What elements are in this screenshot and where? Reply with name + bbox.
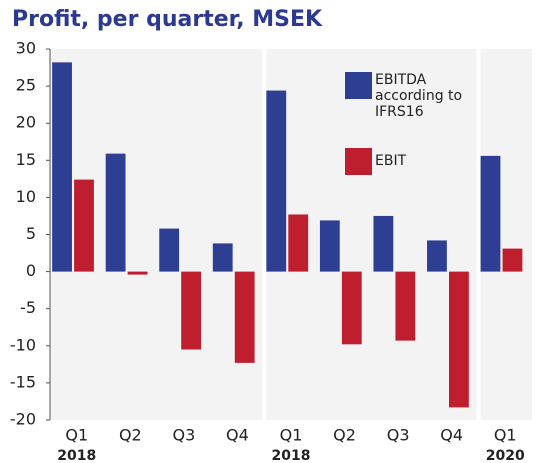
y-tick-label: -20 (10, 410, 36, 429)
year-label: 2018 (57, 448, 96, 463)
x-tick-label: Q3 (387, 426, 410, 445)
bar (105, 153, 126, 272)
bar (288, 214, 309, 272)
group-separator (262, 49, 267, 420)
y-tick-label: 25 (16, 76, 36, 95)
bar (502, 248, 523, 272)
y-tick-label: -15 (10, 372, 36, 391)
bar (234, 271, 255, 363)
bar (395, 271, 416, 341)
y-tick-label: 0 (26, 261, 36, 280)
bar (74, 179, 94, 272)
bar (181, 271, 202, 350)
y-tick-label: 10 (16, 187, 36, 206)
x-tick-label: Q1 (280, 426, 303, 445)
bar (480, 155, 501, 272)
x-tick-label: Q2 (333, 426, 356, 445)
bar (212, 243, 233, 272)
x-tick-label: Q1 (65, 426, 88, 445)
chart-title: Profit, per quarter, MSEK (12, 7, 323, 32)
bar (159, 228, 180, 272)
bar (266, 90, 287, 272)
bar (341, 271, 362, 345)
x-tick-label: Q2 (119, 426, 142, 445)
year-label: 2018 (272, 448, 311, 463)
x-tick-label: Q1 (494, 426, 517, 445)
bar (127, 271, 148, 275)
y-tick-label: 30 (16, 39, 36, 58)
x-tick-label: Q4 (226, 426, 249, 445)
bar (427, 240, 447, 272)
y-tick-label: -10 (10, 335, 36, 354)
legend-swatch (345, 72, 372, 99)
x-tick-label: Q4 (440, 426, 463, 445)
y-tick-label: -5 (20, 298, 36, 317)
legend-swatch (345, 148, 372, 175)
legend-label: EBIT (375, 153, 407, 169)
group-separator (476, 49, 481, 420)
y-tick-label: 15 (16, 150, 36, 169)
x-tick-label: Q3 (172, 426, 195, 445)
bar (52, 62, 72, 272)
bar (373, 215, 394, 272)
bar (319, 220, 340, 272)
y-tick-label: 5 (26, 224, 36, 243)
y-tick-label: 20 (16, 113, 36, 132)
year-label: 2020 (486, 448, 525, 463)
legend-label: EBITDA according to IFRS16 (375, 72, 463, 120)
bar (448, 271, 469, 408)
